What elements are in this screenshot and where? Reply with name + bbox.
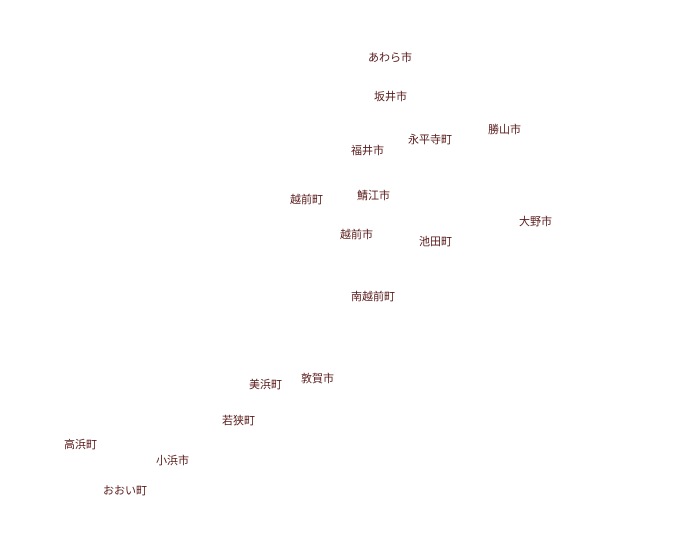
place-label-mihama: 美浜町: [249, 378, 282, 391]
place-label-obama: 小浜市: [156, 454, 189, 467]
place-label-wakasa: 若狭町: [222, 414, 255, 427]
place-label-ohi: おおい町: [103, 484, 147, 497]
place-label-sakai: 坂井市: [374, 90, 407, 103]
place-label-ono: 大野市: [519, 215, 552, 228]
place-label-eiheiji: 永平寺町: [408, 133, 452, 146]
place-label-sabae: 鯖江市: [357, 189, 390, 202]
place-label-echizen-city: 越前市: [340, 228, 373, 241]
place-label-echizen-town: 越前町: [290, 193, 323, 206]
place-label-fukui: 福井市: [351, 144, 384, 157]
place-label-tsuruga: 敦賀市: [301, 372, 334, 385]
place-label-ikeda: 池田町: [419, 235, 452, 248]
place-label-katsuyama: 勝山市: [488, 123, 521, 136]
place-label-takahama: 高浜町: [64, 438, 97, 451]
place-label-awara: あわら市: [368, 51, 412, 64]
place-label-minamiechizen: 南越前町: [351, 290, 395, 303]
